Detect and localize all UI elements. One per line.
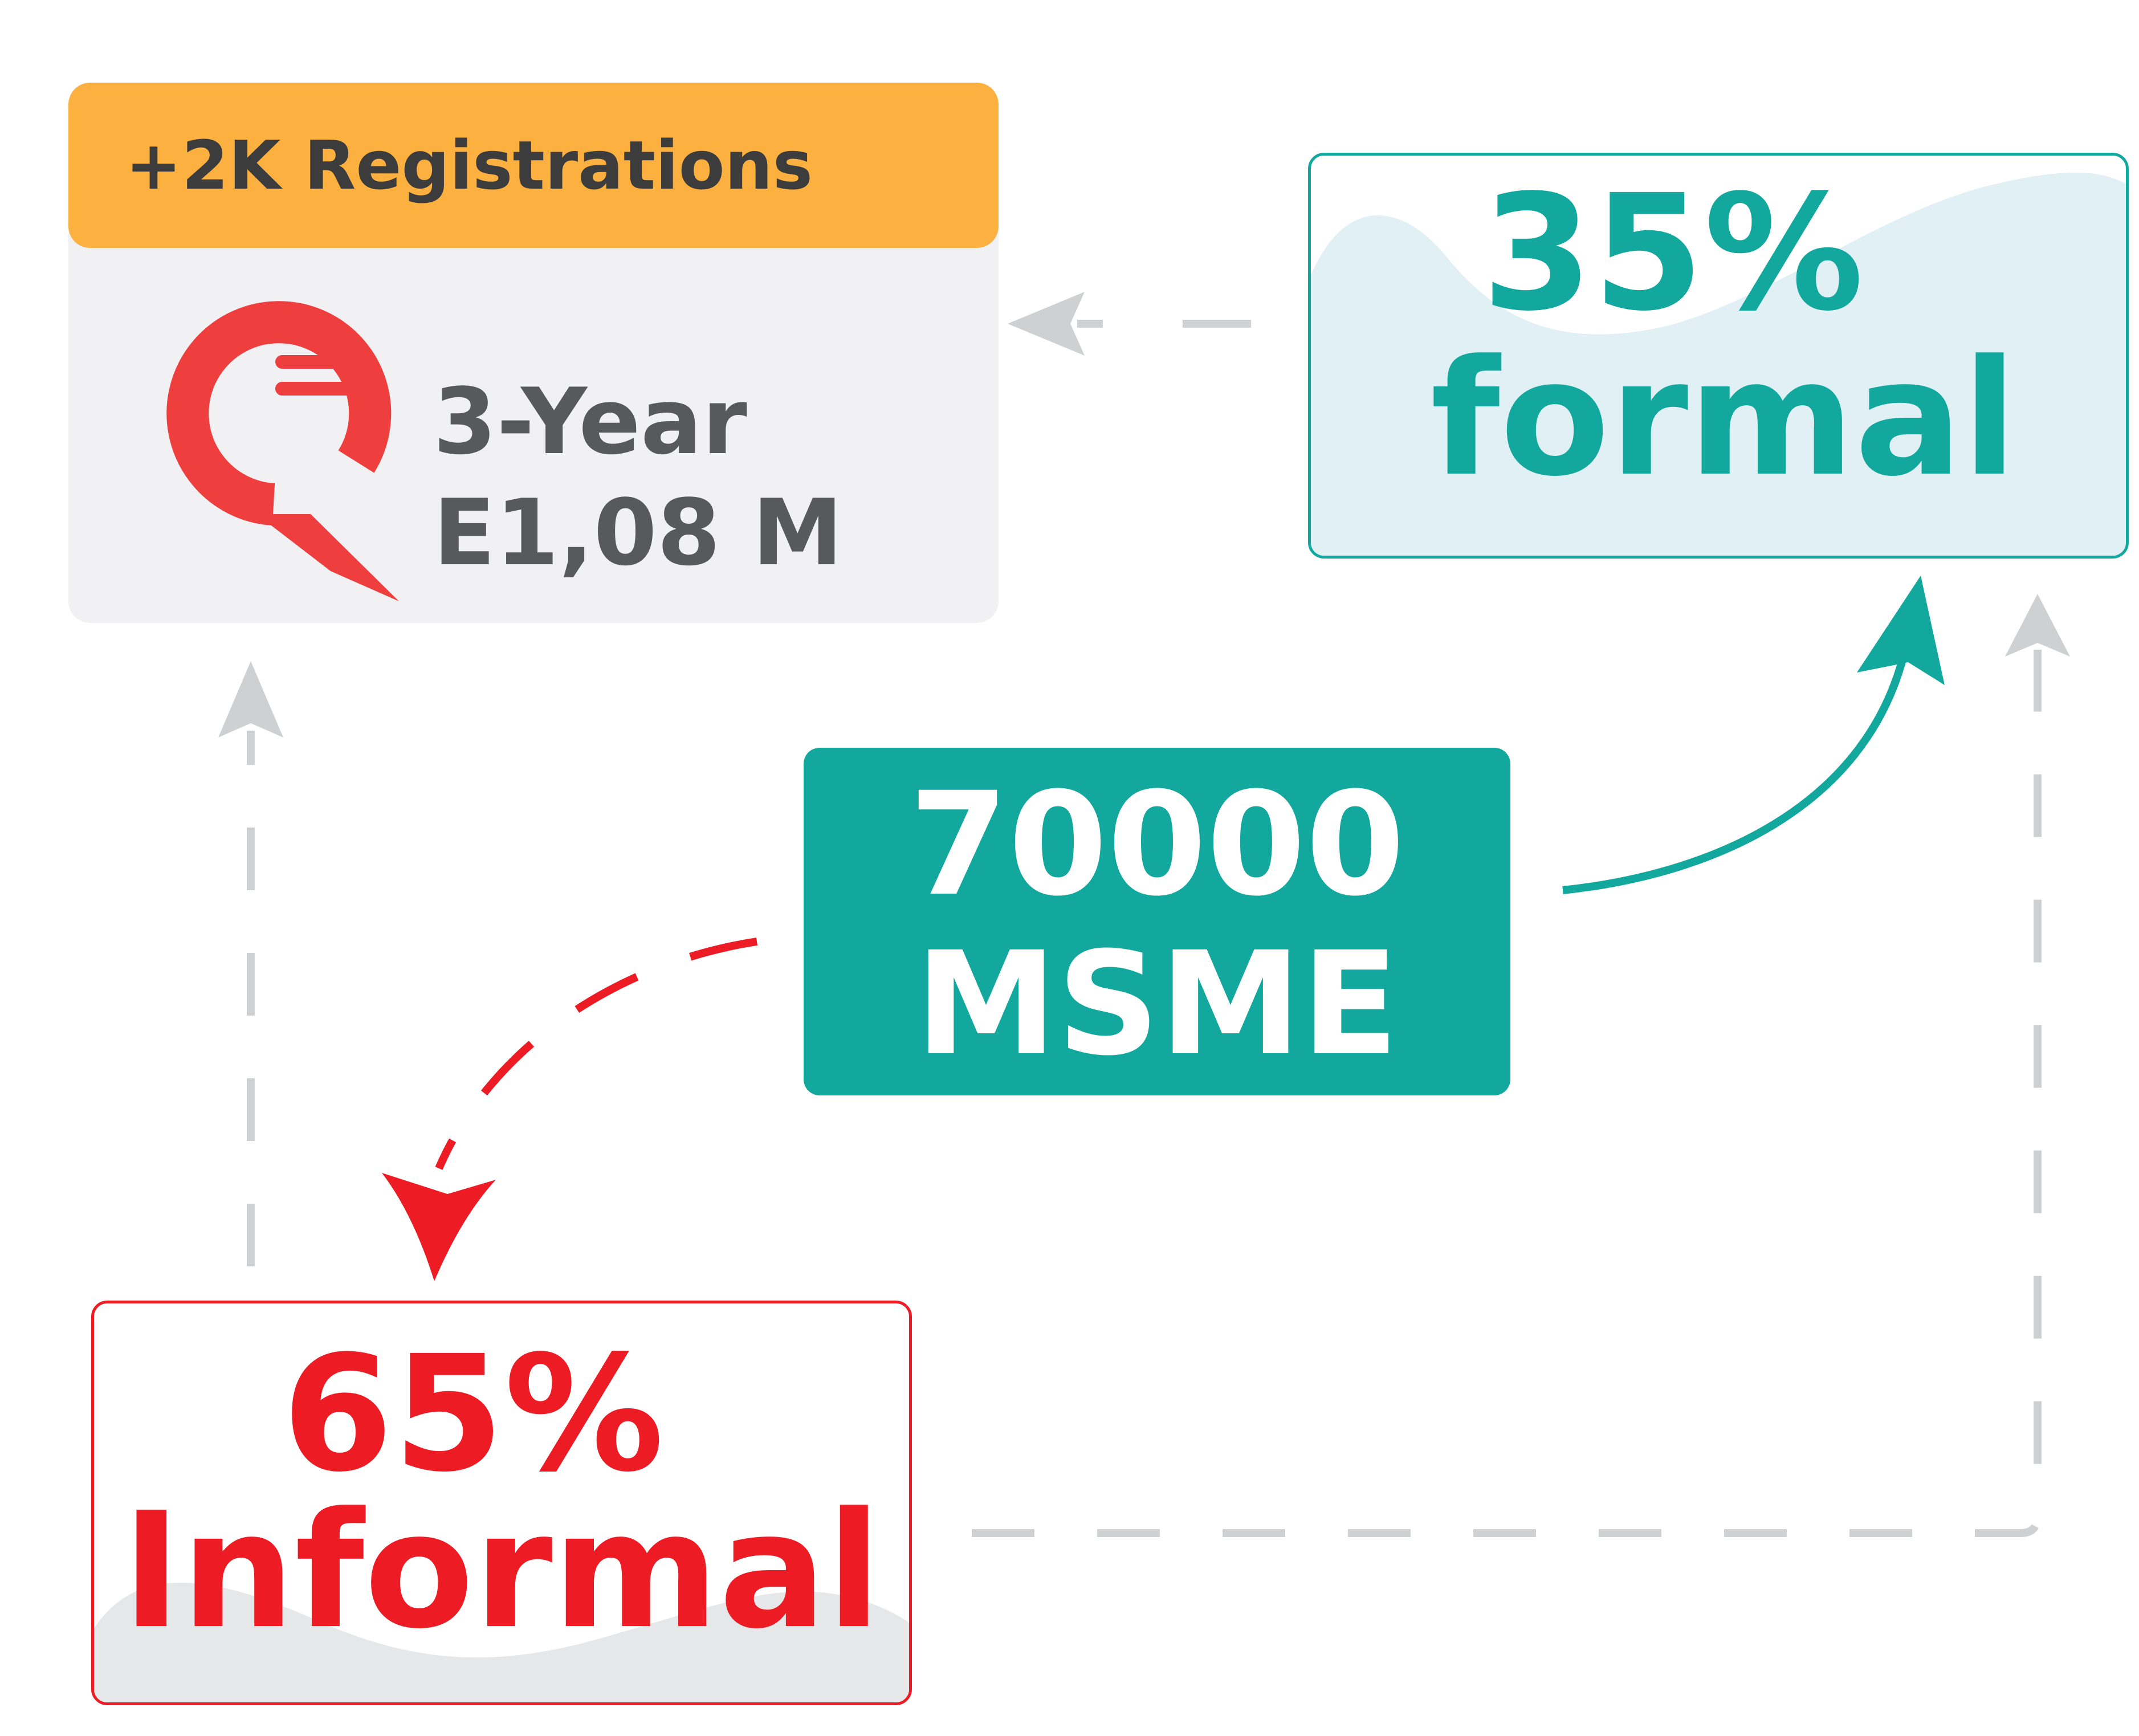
informal-to-registrations-arrowhead [218,661,283,737]
msme-to-formal-arrowhead [1857,576,1945,685]
registrations-header: +2K Registrations [68,83,999,248]
msme-to-informal-dashed-curve [435,938,758,1170]
informal-to-formal-dashed-line [972,650,2042,1537]
msme-box: 70000 MSME [804,748,1510,1095]
registrations-header-label: +2K Registrations [125,126,813,205]
formal-to-registrations-arrowhead [1008,292,1085,356]
informal-percentage: 65% [282,1322,665,1507]
informal-card: 65% Informal [91,1301,912,1705]
informal-to-formal-arrowhead [2005,594,2070,657]
registrations-card: +2K Registrations 3-Year E1,08 M [68,83,999,623]
msme-to-formal-curve [1562,654,1908,894]
formal-card: 35% formal [1308,153,2129,559]
msme-to-informal-arrowhead [382,1173,496,1281]
informal-label: Informal [121,1478,882,1664]
formal-label: formal [1431,326,2017,512]
msme-count: 70000 [909,761,1405,927]
formal-percentage: 35% [1481,161,1864,347]
chat-bubble-icon [166,301,399,601]
registrations-duration: 3-Year [433,368,747,475]
informal-wave-background [94,1582,909,1702]
formal-wave-background [1311,172,2126,556]
msme-label: MSME [915,921,1399,1087]
registrations-amount: E1,08 M [433,479,843,586]
